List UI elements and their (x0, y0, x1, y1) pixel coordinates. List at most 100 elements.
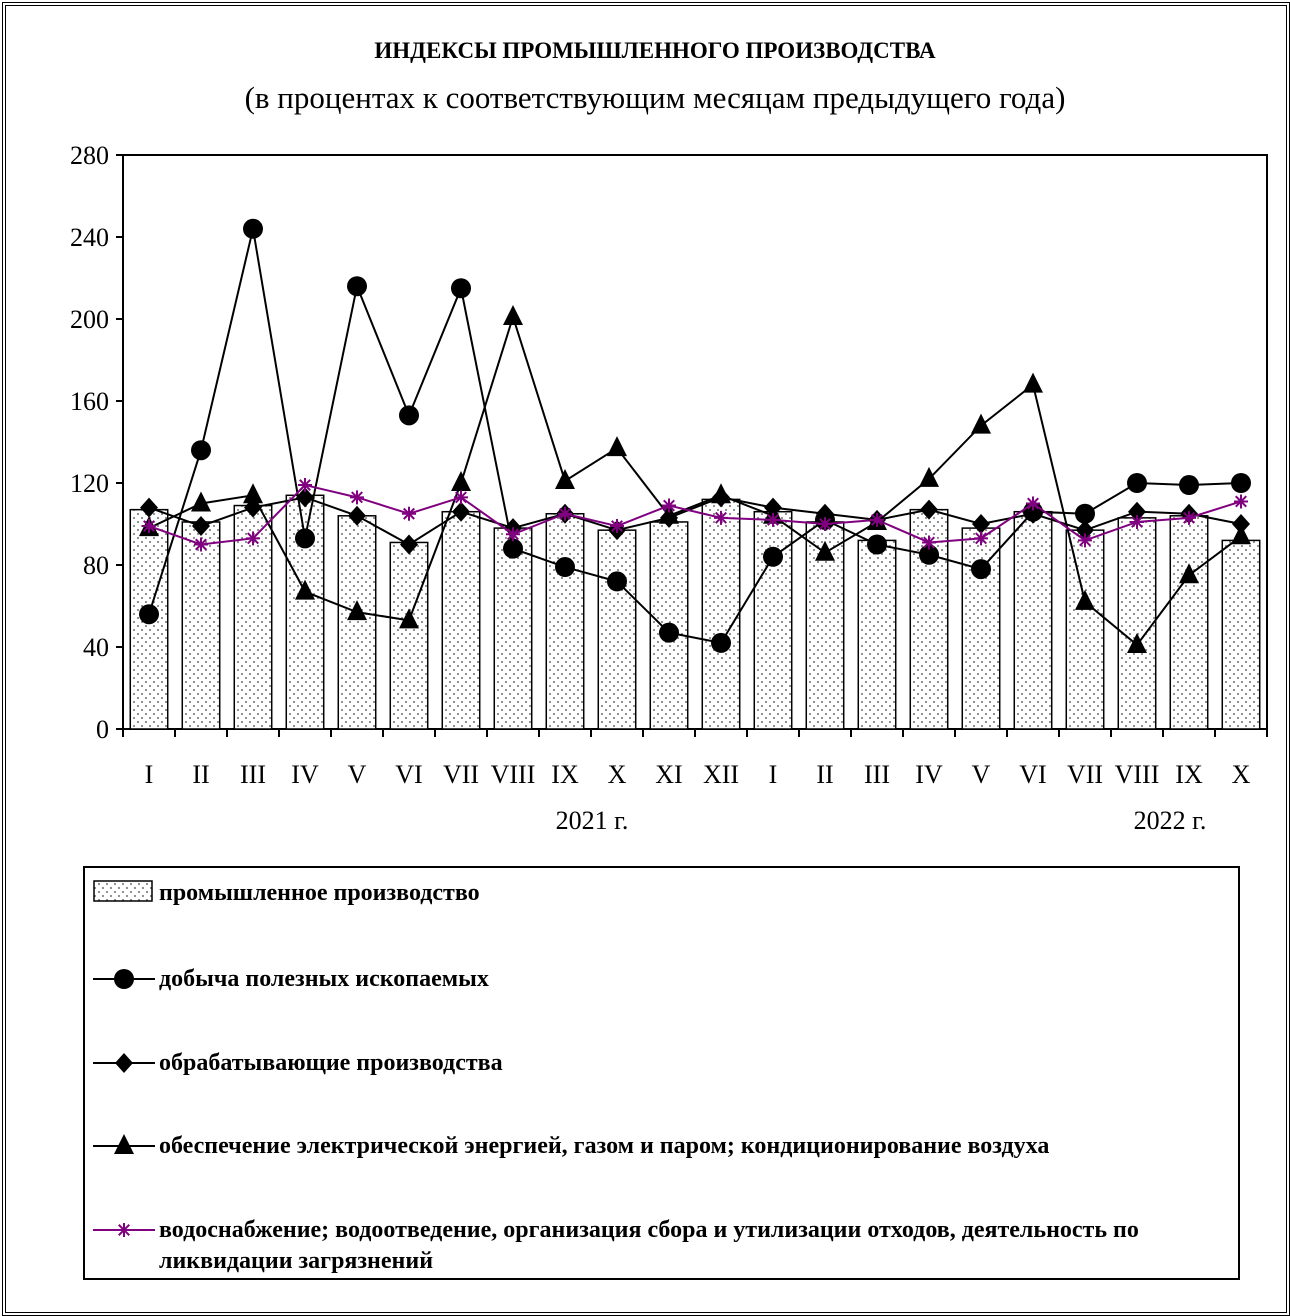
marker (347, 600, 367, 621)
chart-title: ИНДЕКСЫ ПРОМЫШЛЕННОГО ПРОИЗВОДСТВА (374, 38, 936, 63)
marker (506, 527, 520, 542)
bar (701, 498, 741, 730)
marker (192, 516, 210, 537)
x-tick-label: III (864, 760, 890, 789)
bar (597, 529, 637, 730)
bar (181, 521, 221, 730)
series-line (148, 313, 1242, 647)
marker (555, 557, 575, 578)
marker (711, 483, 731, 504)
x-tick-label: III (240, 760, 266, 789)
legend-label: добыча полезных ископаемых (159, 966, 489, 992)
year-label: 2022 г. (1134, 806, 1207, 835)
x-tick-label: V (348, 760, 367, 789)
marker (1023, 372, 1043, 393)
marker (711, 632, 731, 653)
marker (971, 413, 991, 434)
marker (503, 304, 523, 325)
marker (399, 405, 419, 426)
marker (454, 490, 468, 505)
legend-label: промышленное производство (159, 880, 480, 906)
marker (350, 490, 364, 505)
chart: ИНДЕКСЫ ПРОМЫШЛЕННОГО ПРОИЗВОДСТВА (в пр… (70, 38, 1268, 835)
marker (1075, 589, 1095, 610)
marker (503, 538, 523, 559)
x-tick-label: XI (655, 760, 682, 789)
marker (243, 483, 263, 504)
x-tick-label: VI (395, 760, 422, 789)
year-label: 2021 г. (556, 806, 629, 835)
marker (815, 540, 835, 561)
legend-swatch (93, 969, 155, 989)
bar (337, 515, 377, 730)
marker (1182, 510, 1196, 525)
x-tick-label: IV (915, 760, 943, 789)
marker (555, 468, 575, 489)
legend-swatch (93, 1053, 155, 1073)
marker (867, 534, 887, 555)
marker (243, 218, 263, 239)
marker (972, 514, 990, 534)
marker (246, 531, 260, 546)
chart-subtitle: (в процентах к соответствующим месяцам п… (245, 80, 1066, 115)
marker (610, 519, 624, 534)
x-tick-label: VI (1019, 760, 1046, 789)
marker (714, 510, 728, 525)
bar (389, 541, 429, 730)
marker (659, 622, 679, 643)
marker (922, 535, 936, 550)
marker (191, 440, 211, 461)
legend: промышленное производство добыча полезных… (83, 866, 1240, 1280)
x-tick-label: VII (1067, 760, 1103, 789)
marker (971, 559, 991, 580)
bar (961, 527, 1001, 730)
marker (763, 546, 783, 567)
x-tick-label: IX (1175, 760, 1203, 789)
marker (659, 503, 679, 524)
marker (114, 969, 134, 989)
series-line (148, 228, 1242, 645)
bar (753, 510, 793, 730)
marker (400, 534, 418, 555)
legend-label: обрабатывающие производства (159, 1050, 503, 1076)
y-tick-label: 0 (96, 715, 109, 744)
y-tick-label: 80 (83, 551, 109, 580)
marker (818, 517, 832, 531)
marker (1179, 475, 1199, 496)
legend-label: водоснабжение; водоотведение, организаци… (159, 1217, 1139, 1274)
marker (1231, 524, 1251, 545)
x-tick-label: V (972, 760, 991, 789)
marker (399, 608, 419, 629)
bar (1065, 529, 1105, 730)
marker (919, 466, 939, 487)
legend-entry: обрабатывающие производства (93, 1048, 1238, 1079)
bar (1169, 515, 1209, 730)
x-tick-label: I (145, 760, 154, 789)
marker (919, 544, 939, 565)
marker (974, 531, 988, 546)
legend-entry: промышленное производство (93, 878, 1238, 909)
marker (296, 487, 314, 508)
bar (1221, 539, 1261, 730)
bar (857, 539, 897, 730)
marker (191, 491, 211, 512)
marker (558, 506, 572, 521)
marker (347, 276, 367, 297)
legend-swatch (93, 1134, 155, 1154)
marker (1234, 494, 1248, 509)
marker (920, 499, 938, 520)
bar (1013, 510, 1053, 730)
marker (1130, 514, 1144, 529)
marker (194, 537, 208, 552)
marker (115, 1053, 133, 1073)
marker (139, 604, 159, 625)
marker (452, 501, 470, 522)
y-tick-label: 240 (70, 223, 109, 252)
marker (1075, 503, 1095, 524)
x-tick-label: I (769, 760, 778, 789)
legend-bar (93, 880, 153, 902)
legend-entry: водоснабжение; водоотведение, организаци… (93, 1215, 1238, 1277)
marker (348, 505, 366, 526)
marker (766, 512, 780, 527)
